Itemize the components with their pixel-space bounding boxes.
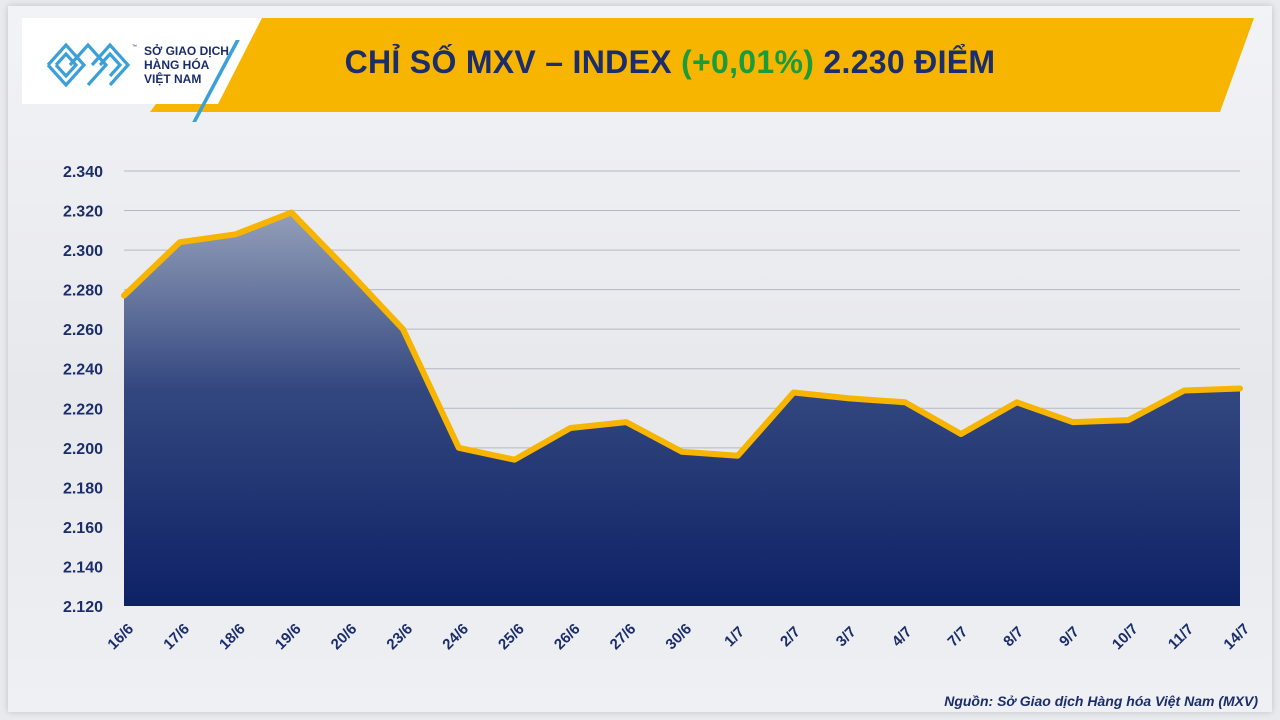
y-tick-label: 2.140: [63, 559, 103, 576]
source-note: Nguồn: Sở Giao dịch Hàng hóa Việt Nam (M…: [944, 693, 1258, 709]
x-tick-label: 26/6: [551, 620, 584, 653]
y-tick-label: 2.240: [63, 362, 103, 379]
x-tick-label: 18/6: [216, 620, 249, 653]
x-tick-label: 27/6: [607, 620, 640, 653]
series-line: [121, 209, 1243, 463]
y-tick-label: 2.340: [63, 164, 103, 181]
y-axis-ticks: 2.120 2.140 2.160 2.180 2.200 2.220 2.240 2.260…: [63, 164, 103, 616]
y-tick-label: 2.320: [63, 204, 103, 221]
x-tick-label: 23/6: [383, 620, 416, 653]
logo-line-1: SỞ GIAO DỊCH: [144, 44, 229, 58]
logo-trademark: ™: [132, 44, 137, 50]
x-tick-label: 9/7: [1056, 623, 1083, 650]
logo-panel: [22, 18, 262, 104]
x-tick-label: 25/6: [495, 620, 528, 653]
mxv-logo-icon: [46, 42, 131, 88]
logo-line-2: HÀNG HÓA: [144, 58, 210, 72]
x-tick-label: 8/7: [1000, 623, 1027, 650]
title-banner: [150, 18, 1254, 112]
x-tick-label: 7/7: [944, 623, 971, 650]
x-tick-label: 1/7: [721, 623, 748, 650]
x-tick-label: 2/7: [777, 623, 804, 650]
x-tick-label: 11/7: [1165, 621, 1197, 653]
x-tick-label: 24/6: [439, 620, 472, 653]
y-tick-label: 2.280: [63, 283, 103, 300]
series-area: [124, 212, 1240, 606]
x-tick-label: 20/6: [328, 620, 361, 653]
y-tick-label: 2.160: [63, 520, 103, 537]
logo-text: SỞ GIAO DỊCH HÀNG HÓA VIỆT NAM: [144, 44, 244, 86]
y-tick-label: 2.300: [63, 243, 103, 260]
x-tick-label: 4/7: [889, 623, 916, 650]
logo-line-3: VIỆT NAM: [144, 72, 202, 86]
x-tick-label: 14/7: [1220, 620, 1253, 653]
y-tick-label: 2.220: [63, 401, 103, 418]
chart-title: CHỈ SỐ MXV – INDEX (+0,01%) 2.230 ĐIỂM: [150, 44, 1190, 81]
y-tick-label: 2.180: [63, 480, 103, 497]
x-axis-ticks: 16/6 17/6 18/6 19/6 20/6 23/6 24/6 25/6 26/6 27/6…: [104, 620, 1253, 653]
title-prefix: CHỈ SỐ MXV – INDEX: [344, 44, 672, 80]
x-tick-label: 10/7: [1109, 620, 1142, 653]
x-tick-label: 30/6: [662, 620, 695, 653]
title-change: (+0,01%): [681, 44, 815, 80]
y-tick-label: 2.200: [63, 441, 103, 458]
x-tick-label: 16/6: [104, 620, 137, 653]
y-tick-label: 2.120: [63, 599, 103, 616]
x-tick-label: 17/6: [160, 620, 193, 653]
x-tick-label: 3/7: [833, 623, 860, 650]
x-tick-label: 19/6: [272, 620, 305, 653]
y-tick-label: 2.260: [63, 322, 103, 339]
title-value: 2.230 ĐIỂM: [823, 44, 996, 80]
